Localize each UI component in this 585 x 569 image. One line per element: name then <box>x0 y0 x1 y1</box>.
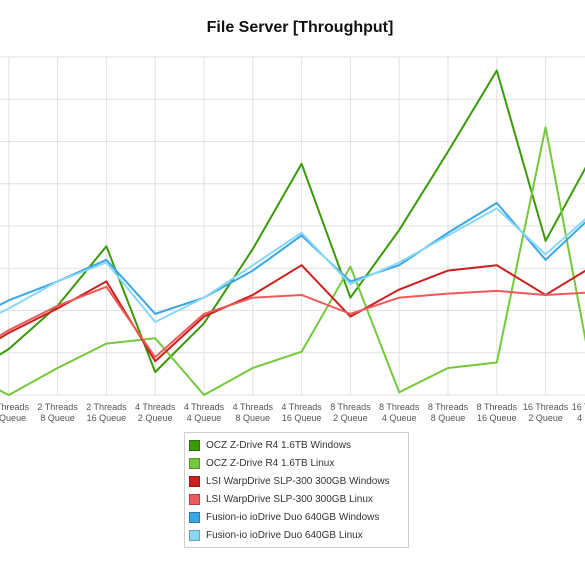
legend-item: Fusion-io ioDrive Duo 640GB Windows <box>189 508 408 526</box>
x-tick-label: 4 Threads 2 Queue <box>135 402 176 423</box>
series-line-4 <box>0 285 585 359</box>
x-tick-label: 4 Threads 16 Queue <box>281 402 322 423</box>
x-tick-label: 4 Threads 4 Queue <box>184 402 225 423</box>
legend-label: LSI WarpDrive SLP-300 300GB Windows <box>206 475 390 487</box>
legend-label: OCZ Z-Drive R4 1.6TB Linux <box>206 457 335 469</box>
legend-label: Fusion-io ioDrive Duo 640GB Windows <box>206 511 380 523</box>
series-lines <box>0 69 585 396</box>
legend: OCZ Z-Drive R4 1.6TB Windows OCZ Z-Drive … <box>184 432 409 548</box>
x-tick-label: 8 Threads 2 Queue <box>330 402 371 423</box>
legend-item: LSI WarpDrive SLP-300 300GB Linux <box>189 490 408 508</box>
legend-item: LSI WarpDrive SLP-300 300GB Windows <box>189 472 408 490</box>
x-tick-label: 16 Threads 2 Queue <box>523 402 569 423</box>
legend-item: Fusion-io ioDrive Duo 640GB Linux <box>189 526 408 544</box>
grid-lines <box>0 56 585 396</box>
legend-item: OCZ Z-Drive R4 1.6TB Linux <box>189 454 408 472</box>
legend-swatch <box>189 439 200 451</box>
x-tick-label: 8 Threads 16 Queue <box>477 402 518 423</box>
legend-swatch <box>189 511 200 523</box>
legend-label: LSI WarpDrive SLP-300 300GB Linux <box>206 493 373 505</box>
x-tick-label: 2 Threads 8 Queue <box>37 402 78 423</box>
legend-label: Fusion-io ioDrive Duo 640GB Linux <box>206 529 363 541</box>
series-line-6 <box>0 207 585 323</box>
legend-swatch <box>189 475 200 487</box>
series-line-3 <box>0 264 585 363</box>
series-line-2 <box>0 126 585 396</box>
legend-swatch <box>189 493 200 505</box>
legend-label: OCZ Z-Drive R4 1.6TB Windows <box>206 439 352 451</box>
x-tick-label: 4 Threads 8 Queue <box>233 402 274 423</box>
x-tick-label: 2 Threads 16 Queue <box>86 402 127 423</box>
legend-item: OCZ Z-Drive R4 1.6TB Windows <box>189 436 408 454</box>
chart-title: File Server [Throughput] <box>206 19 394 36</box>
x-tick-label: 8 Threads 8 Queue <box>428 402 469 423</box>
series-line-1 <box>0 69 585 374</box>
x-tick-label: 8 Threads 4 Queue <box>379 402 420 423</box>
legend-swatch <box>189 529 200 541</box>
legend-swatch <box>189 457 200 469</box>
